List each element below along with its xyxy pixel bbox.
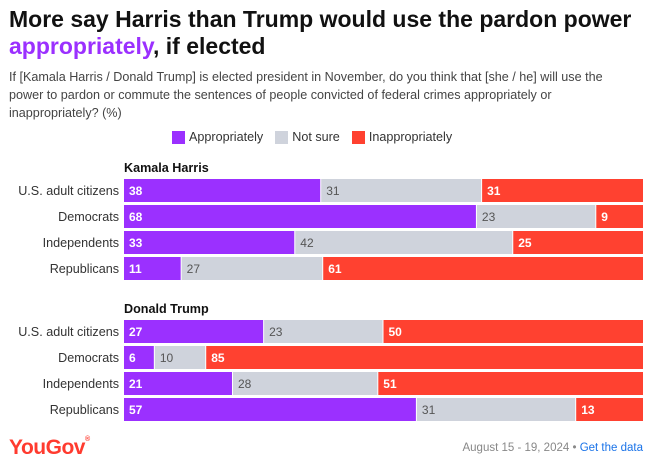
legend: Appropriately Not sure Inappropriately bbox=[172, 130, 452, 144]
row-label-kamala-harris-u-s-adult-citizens: U.S. adult citizens bbox=[18, 184, 119, 198]
bar-donald-trump-u-s-adult-citizens-not-sure bbox=[264, 320, 383, 343]
stacked-bar-chart: Kamala Harris U.S. adult citizens 38 31 31 De… bbox=[18, 161, 643, 421]
row-label-donald-trump-independents: Independents bbox=[43, 377, 119, 391]
chart-title: More say Harris than Trump would use the… bbox=[9, 6, 649, 60]
bar-donald-trump-democrats-not-sure bbox=[154, 346, 206, 369]
legend-label-inappropriately: Inappropriately bbox=[368, 130, 453, 144]
value-label-donald-trump-independents-inappropriately: 51 bbox=[383, 377, 397, 391]
legend-item-inappropriately: Inappropriately bbox=[351, 130, 453, 144]
bar-kamala-harris-republicans-inappropriately bbox=[323, 257, 643, 280]
bar-donald-trump-democrats-inappropriately bbox=[206, 346, 643, 369]
value-label-kamala-harris-u-s-adult-citizens-inappropriately: 31 bbox=[487, 184, 501, 198]
value-label-kamala-harris-republicans-not-sure: 27 bbox=[187, 262, 201, 276]
row-label-donald-trump-democrats: Democrats bbox=[58, 351, 119, 365]
value-label-kamala-harris-u-s-adult-citizens-appropriately: 38 bbox=[129, 184, 143, 198]
bar-donald-trump-independents-appropriately bbox=[124, 372, 232, 395]
footer-separator: • bbox=[572, 442, 577, 454]
get-the-data-link[interactable]: Get the data bbox=[579, 442, 643, 454]
bar-donald-trump-u-s-adult-citizens-inappropriately bbox=[383, 320, 643, 343]
title-part-2: , if elected bbox=[153, 33, 266, 59]
value-label-kamala-harris-republicans-inappropriately: 61 bbox=[328, 262, 342, 276]
legend-swatch-not-sure bbox=[275, 130, 289, 144]
row-label-kamala-harris-democrats: Democrats bbox=[58, 210, 119, 224]
bar-kamala-harris-u-s-adult-citizens-appropriately bbox=[124, 179, 321, 202]
value-label-donald-trump-democrats-not-sure: 10 bbox=[160, 351, 174, 365]
legend-item-appropriately: Appropriately bbox=[172, 130, 263, 144]
value-label-donald-trump-republicans-appropriately: 57 bbox=[129, 403, 143, 417]
legend-swatch-inappropriately bbox=[351, 130, 365, 144]
chart-subtitle: If [Kamala Harris / Donald Trump] is ele… bbox=[9, 70, 603, 120]
footer-meta: August 15 - 19, 2024 • Get the data bbox=[462, 442, 643, 454]
value-label-kamala-harris-independents-inappropriately: 25 bbox=[518, 236, 532, 250]
value-label-kamala-harris-u-s-adult-citizens-not-sure: 31 bbox=[326, 184, 340, 198]
row-label-donald-trump-republicans: Republicans bbox=[50, 403, 119, 417]
value-label-kamala-harris-independents-not-sure: 42 bbox=[300, 236, 314, 250]
value-label-donald-trump-independents-appropriately: 21 bbox=[129, 377, 143, 391]
bar-kamala-harris-democrats-inappropriately bbox=[596, 205, 643, 228]
bar-donald-trump-republicans-appropriately bbox=[124, 398, 416, 421]
group-title-kamala-harris: Kamala Harris bbox=[124, 161, 209, 175]
value-label-donald-trump-u-s-adult-citizens-appropriately: 27 bbox=[129, 325, 143, 339]
value-label-donald-trump-republicans-not-sure: 31 bbox=[422, 403, 436, 417]
bar-kamala-harris-u-s-adult-citizens-not-sure bbox=[321, 179, 482, 202]
value-label-donald-trump-independents-not-sure: 28 bbox=[238, 377, 252, 391]
bar-donald-trump-u-s-adult-citizens-appropriately bbox=[124, 320, 264, 343]
title-part-1: More say Harris than Trump would use the… bbox=[9, 6, 632, 32]
legend-label-appropriately: Appropriately bbox=[189, 130, 264, 144]
group-title-donald-trump: Donald Trump bbox=[124, 302, 209, 316]
bar-kamala-harris-democrats-appropriately bbox=[124, 205, 476, 228]
value-label-donald-trump-u-s-adult-citizens-not-sure: 23 bbox=[269, 325, 283, 339]
legend-label-not-sure: Not sure bbox=[292, 130, 340, 144]
value-label-donald-trump-republicans-inappropriately: 13 bbox=[581, 403, 595, 417]
bar-kamala-harris-independents-not-sure bbox=[295, 231, 513, 254]
bar-donald-trump-independents-not-sure bbox=[232, 372, 378, 395]
survey-date: August 15 - 19, 2024 bbox=[462, 442, 570, 454]
value-label-kamala-harris-independents-appropriately: 33 bbox=[129, 236, 143, 250]
bar-kamala-harris-u-s-adult-citizens-inappropriately bbox=[482, 179, 643, 202]
bar-donald-trump-democrats-appropriately bbox=[124, 346, 154, 369]
value-label-donald-trump-u-s-adult-citizens-inappropriately: 50 bbox=[389, 325, 403, 339]
bar-kamala-harris-republicans-not-sure bbox=[181, 257, 323, 280]
bar-donald-trump-independents-inappropriately bbox=[378, 372, 643, 395]
bar-kamala-harris-democrats-not-sure bbox=[476, 205, 596, 228]
value-label-kamala-harris-democrats-not-sure: 23 bbox=[482, 210, 496, 224]
legend-item-not-sure: Not sure bbox=[275, 130, 340, 144]
bar-donald-trump-republicans-not-sure bbox=[416, 398, 576, 421]
brand-name: YouGov bbox=[9, 436, 85, 459]
value-label-kamala-harris-democrats-inappropriately: 9 bbox=[601, 210, 608, 224]
row-label-kamala-harris-independents: Independents bbox=[43, 236, 119, 250]
bar-donald-trump-republicans-inappropriately bbox=[576, 398, 643, 421]
value-label-kamala-harris-democrats-appropriately: 68 bbox=[129, 210, 143, 224]
legend-swatch-appropriately bbox=[172, 130, 185, 144]
value-label-donald-trump-democrats-appropriately: 6 bbox=[129, 351, 136, 365]
bar-kamala-harris-independents-appropriately bbox=[124, 231, 295, 254]
row-label-kamala-harris-republicans: Republicans bbox=[50, 262, 119, 276]
value-label-kamala-harris-republicans-appropriately: 11 bbox=[129, 262, 142, 276]
value-label-donald-trump-democrats-inappropriately: 85 bbox=[211, 351, 225, 365]
row-label-donald-trump-u-s-adult-citizens: U.S. adult citizens bbox=[18, 325, 119, 339]
bar-kamala-harris-republicans-appropriately bbox=[124, 257, 181, 280]
yougov-logo: YouGov® bbox=[9, 436, 90, 459]
bar-kamala-harris-independents-inappropriately bbox=[513, 231, 643, 254]
title-highlight: appropriately bbox=[9, 33, 153, 59]
